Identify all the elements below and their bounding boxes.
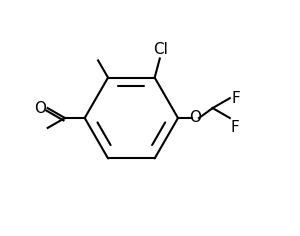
- Text: F: F: [231, 120, 240, 135]
- Text: O: O: [190, 110, 202, 126]
- Text: O: O: [34, 101, 46, 116]
- Text: F: F: [232, 91, 240, 106]
- Text: Cl: Cl: [154, 42, 168, 57]
